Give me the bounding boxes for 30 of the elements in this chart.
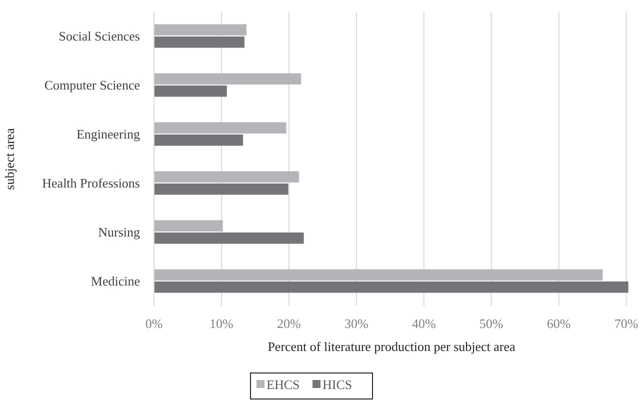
x-tick-label: 70% bbox=[614, 316, 638, 331]
y-tick-label: Health Professions bbox=[42, 176, 140, 190]
bar bbox=[154, 184, 288, 195]
y-axis-title: subject area bbox=[2, 128, 17, 190]
legend-label: HICS bbox=[322, 377, 352, 392]
y-tick-label: Engineering bbox=[76, 126, 140, 142]
x-tick-label: 10% bbox=[210, 316, 234, 331]
x-axis-title: Percent of literature production per subject area bbox=[268, 339, 516, 354]
bar bbox=[154, 171, 300, 182]
bar bbox=[154, 282, 628, 293]
x-tick-label: 0% bbox=[145, 316, 163, 331]
x-tick-label: 30% bbox=[344, 316, 368, 331]
x-tick-label: 50% bbox=[479, 316, 504, 331]
bar bbox=[154, 232, 304, 244]
bar bbox=[154, 73, 302, 84]
bar bbox=[154, 36, 244, 48]
bar bbox=[154, 220, 223, 232]
x-tick-label: 20% bbox=[277, 316, 302, 331]
bar bbox=[154, 86, 227, 97]
y-tick-label: Nursing bbox=[98, 224, 140, 240]
y-tick-label: Computer Science bbox=[44, 78, 140, 92]
x-tick-label: 60% bbox=[546, 316, 571, 331]
x-tick-label: 40% bbox=[412, 316, 436, 331]
legend-label: EHCS bbox=[266, 377, 300, 392]
bar bbox=[154, 134, 244, 146]
bar bbox=[154, 122, 286, 134]
bar bbox=[154, 269, 603, 280]
bar bbox=[154, 24, 246, 36]
y-tick-label: Social Sciences bbox=[58, 28, 140, 44]
y-tick-label: Medicine bbox=[90, 274, 140, 288]
